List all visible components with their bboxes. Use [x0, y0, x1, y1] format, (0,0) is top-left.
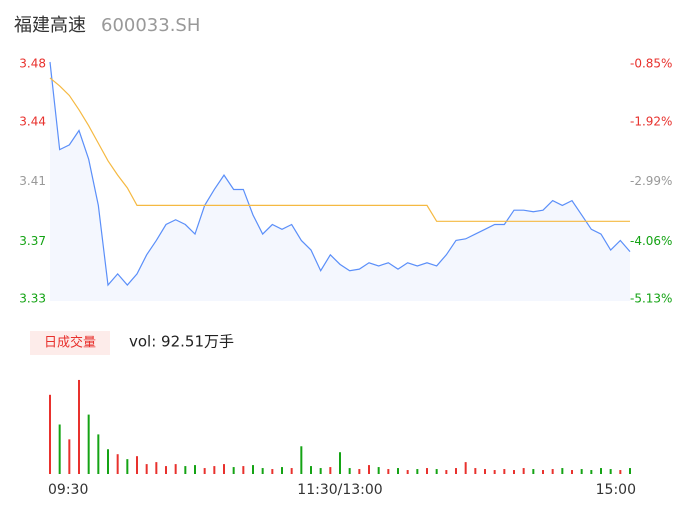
volume-bar: [387, 469, 390, 474]
volume-bar: [484, 469, 486, 474]
stock-name: 福建高速: [14, 15, 86, 36]
volume-bar: [165, 466, 167, 474]
volume-bar: [493, 470, 496, 474]
volume-bar: [348, 468, 351, 474]
volume-bar: [464, 462, 467, 474]
volume-summary: vol: 92.51万手: [129, 333, 234, 351]
volume-bar: [503, 469, 506, 474]
y-tick-label: 3.37: [19, 234, 46, 248]
volume-bar: [435, 469, 438, 474]
volume-bar: [271, 469, 274, 474]
volume-bar: [416, 469, 419, 474]
volume-bar: [136, 456, 138, 474]
volume-bar: [145, 464, 148, 474]
volume-bar: [368, 465, 370, 474]
volume-bar: [300, 446, 303, 474]
volume-bar: [455, 468, 457, 474]
volume-bar: [194, 465, 196, 474]
volume-bar: [203, 468, 206, 474]
volume-bar: [522, 468, 525, 474]
volume-bar: [155, 462, 158, 474]
x-tick-label: 15:00: [596, 482, 636, 498]
x-tick-label: 11:30/13:00: [297, 482, 382, 498]
y-tick-label: 3.33: [19, 292, 46, 306]
volume-bar: [116, 454, 119, 474]
volume-bar: [609, 469, 612, 474]
volume-bar: [600, 468, 602, 474]
y-tick-label: 3.41: [19, 174, 46, 188]
volume-bar: [58, 424, 61, 474]
volume-bar: [571, 470, 573, 474]
price-line: [49, 61, 631, 287]
volume-bar: [68, 439, 71, 474]
volume-bar: [580, 469, 583, 474]
volume-bar: [232, 467, 235, 474]
volume-bar: [542, 470, 544, 474]
volume-bar: [252, 465, 254, 474]
volume-bar: [590, 470, 593, 474]
volume-bar: [629, 468, 631, 474]
volume-bar: [281, 467, 283, 474]
volume-bar: [49, 394, 51, 474]
y-tick-label: 3.48: [19, 57, 46, 71]
volume-bar: [213, 466, 216, 474]
volume-bar: [78, 379, 80, 474]
volume-bar: [184, 466, 187, 474]
y2-tick-label: -2.99%: [630, 174, 672, 188]
volume-bar: [319, 468, 322, 474]
y-tick-label: 3.44: [19, 114, 46, 128]
volume-bar: [126, 459, 129, 474]
volume-bar: [310, 466, 312, 474]
volume-bar: [561, 468, 564, 474]
price-line: [49, 77, 630, 222]
volume-bar: [174, 464, 177, 474]
y2-tick-label: -0.85%: [630, 57, 672, 71]
volume-bar: [474, 468, 477, 474]
volume-bar: [242, 466, 245, 474]
volume-bar: [97, 434, 100, 474]
volume-label-bg: [30, 331, 110, 355]
volume-bar: [329, 467, 332, 474]
volume-label: 日成交量: [44, 335, 96, 351]
y2-tick-label: -5.13%: [630, 292, 672, 306]
volume-bar: [551, 469, 554, 474]
volume-bar: [261, 468, 264, 474]
y2-tick-label: -1.92%: [630, 114, 672, 128]
volume-bar: [406, 470, 409, 474]
stock-code: 600033.SH: [101, 15, 200, 36]
volume-bar: [619, 470, 622, 474]
x-tick-label: 09:30: [48, 482, 88, 498]
volume-bar: [223, 464, 225, 474]
volume-bar: [339, 452, 341, 474]
volume-bar: [532, 469, 535, 474]
volume-bar: [445, 470, 448, 474]
volume-bar: [87, 414, 90, 474]
price-area: [50, 62, 630, 301]
volume-bar: [290, 468, 293, 474]
volume-bar: [358, 469, 361, 474]
volume-bar: [513, 470, 515, 474]
y2-tick-label: -4.06%: [630, 234, 672, 248]
volume-bar: [377, 467, 380, 474]
volume-bar: [426, 468, 428, 474]
volume-bar: [107, 449, 109, 474]
volume-bar: [397, 468, 399, 474]
